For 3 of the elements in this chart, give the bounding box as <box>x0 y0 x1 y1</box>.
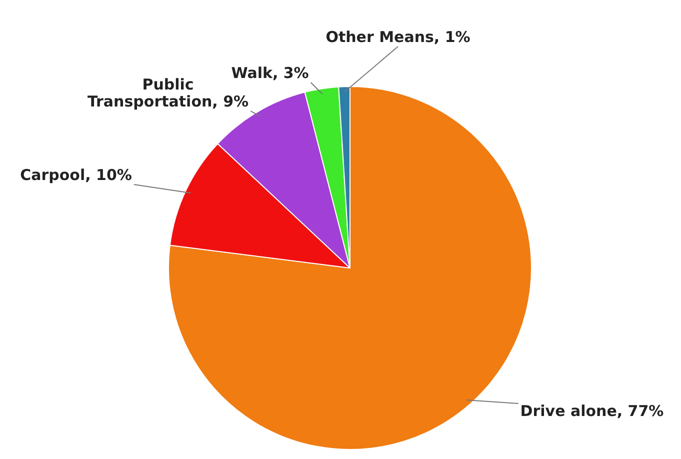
slice-label: Other Means, 1% <box>326 28 470 46</box>
slice-label: Drive alone, 77% <box>520 402 664 420</box>
slice-label: Carpool, 10% <box>20 166 132 184</box>
